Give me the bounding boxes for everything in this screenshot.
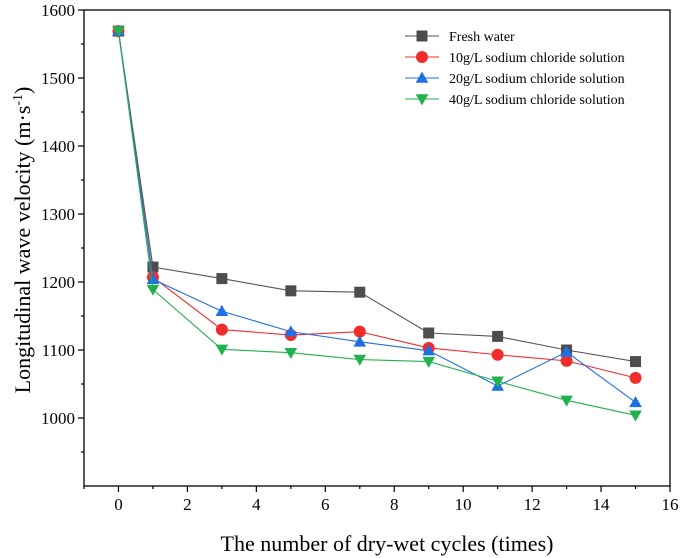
data-point	[560, 354, 573, 367]
legend-marker	[416, 51, 428, 63]
data-point	[147, 261, 159, 273]
x-tick-label: 12	[524, 495, 541, 514]
data-point	[560, 395, 573, 407]
legend-item: 20g/L sodium chloride solution	[405, 71, 625, 87]
data-point	[422, 356, 436, 368]
data-point	[629, 396, 642, 408]
legend-item: 40g/L sodium chloride solution	[405, 93, 625, 108]
y-axis-title-close: )	[10, 87, 35, 94]
x-tick-label: 0	[114, 495, 123, 514]
data-point	[112, 26, 125, 38]
legend-marker	[416, 30, 428, 42]
y-tick-label: 1000	[41, 409, 75, 428]
x-tick-label: 16	[662, 495, 679, 514]
x-tick-label: 14	[593, 495, 611, 514]
legend-item: 10g/L sodium chloride solution	[405, 51, 625, 66]
legend-marker	[415, 94, 429, 106]
data-point	[630, 356, 642, 368]
legend-label: 10g/L sodium chloride solution	[449, 51, 625, 66]
legend-label: 20g/L sodium chloride solution	[449, 72, 625, 87]
data-point	[285, 285, 297, 297]
data-point	[491, 376, 504, 388]
y-tick-label: 1400	[41, 137, 75, 156]
legend: Fresh water 10g/L sodium chloride solutio…	[405, 30, 625, 108]
data-point	[492, 330, 504, 342]
data-point	[423, 327, 435, 339]
data-point	[284, 347, 298, 360]
data-point	[354, 286, 366, 298]
y-axis-title-superscript: -1	[11, 94, 26, 106]
data-point	[422, 344, 436, 356]
data-point	[284, 325, 298, 337]
y-axis-ticks: 1000 1100 1200 1300 1400 1500 1600	[41, 1, 84, 453]
data-point	[146, 284, 160, 296]
data-point	[560, 345, 573, 357]
x-tick-label: 6	[321, 495, 330, 514]
data-point	[215, 323, 228, 336]
data-point	[215, 304, 229, 316]
data-point	[629, 371, 642, 384]
x-tick-label: 4	[252, 495, 261, 514]
data-point	[491, 348, 504, 361]
legend-marker	[415, 71, 429, 83]
legend-label: 40g/L sodium chloride solution	[449, 93, 625, 108]
data-point	[629, 410, 642, 422]
y-tick-label: 1600	[41, 1, 75, 20]
y-tick-label: 1500	[41, 69, 75, 88]
data-point	[353, 354, 367, 366]
legend-label: Fresh water	[449, 30, 515, 45]
x-axis-ticks: 0 2 4 6 8 10 12 14 16	[83, 486, 679, 514]
series-4	[112, 26, 642, 422]
legend-item: Fresh water	[405, 30, 515, 45]
x-axis-title: The number of dry-wet cycles (times)	[221, 531, 554, 556]
y-tick-label: 1300	[41, 205, 75, 224]
x-tick-label: 2	[183, 495, 192, 514]
data-point	[353, 325, 366, 338]
series-line	[117, 31, 636, 416]
y-axis-title: Longitudinal wave velocity (m·s-1)	[10, 87, 35, 394]
data-point	[353, 335, 367, 347]
y-axis-title-main: Longitudinal wave velocity (m·s	[10, 106, 35, 394]
y-tick-label: 1100	[42, 341, 75, 360]
series-layer	[112, 24, 642, 422]
data-point	[215, 344, 229, 356]
data-point	[146, 272, 160, 285]
data-point	[216, 273, 228, 285]
x-tick-label: 8	[390, 495, 399, 514]
y-tick-label: 1200	[41, 273, 75, 292]
x-tick-label: 10	[455, 495, 472, 514]
